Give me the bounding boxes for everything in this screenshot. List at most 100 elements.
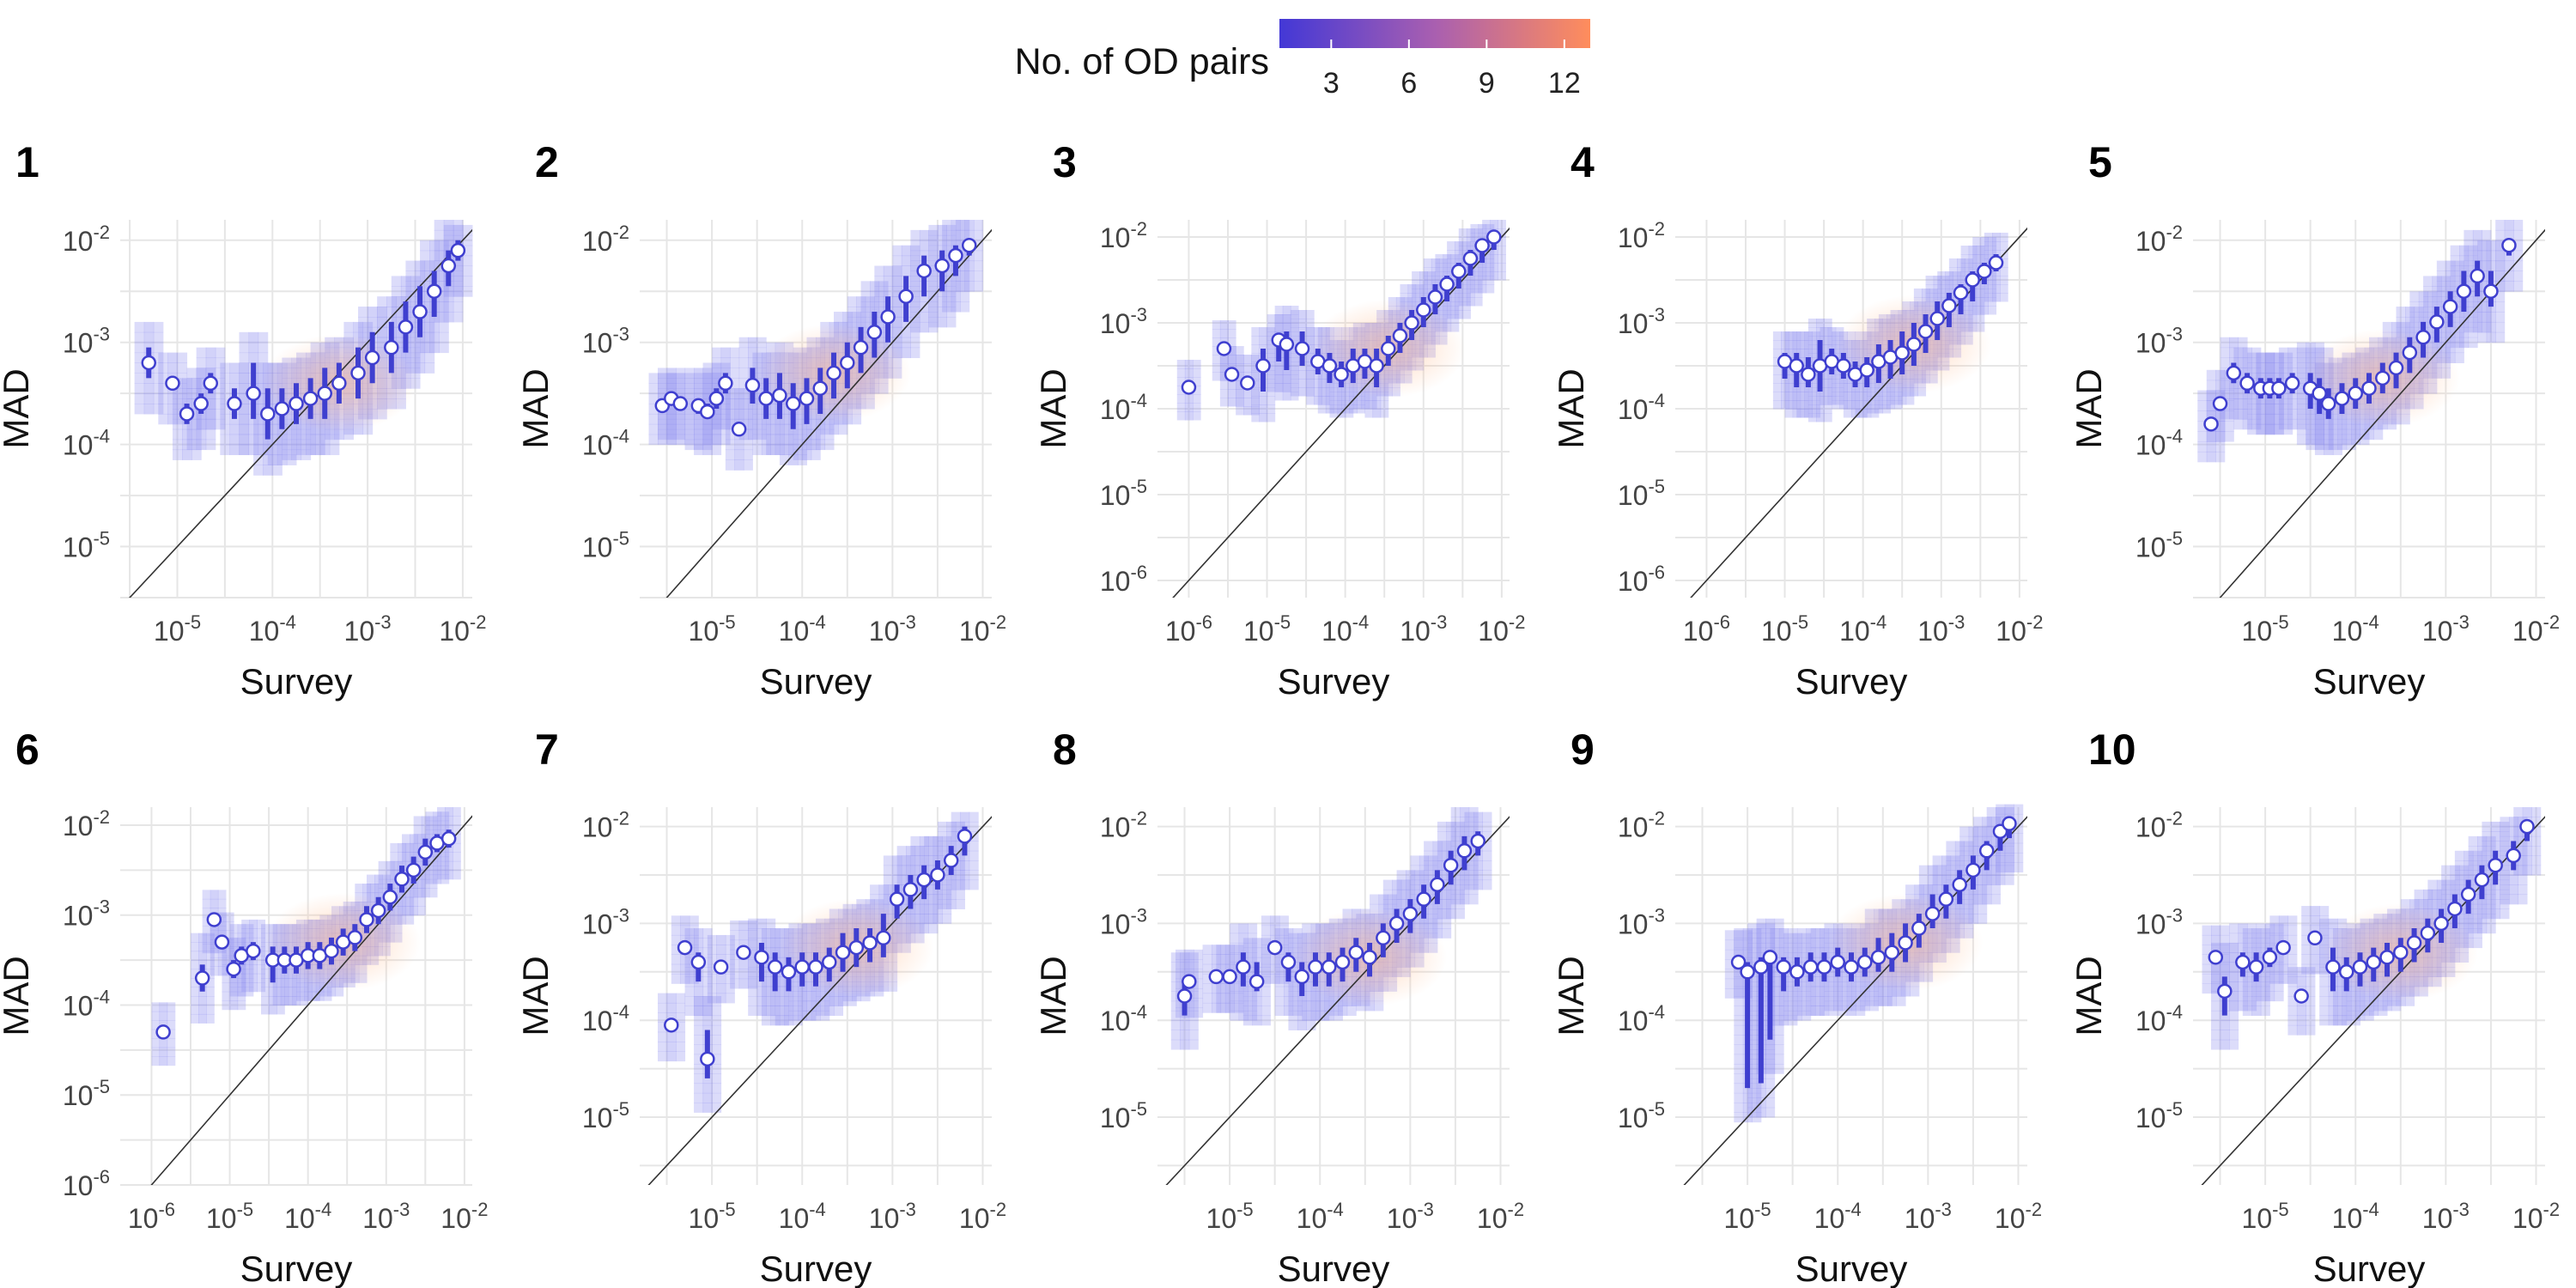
density-cell — [676, 378, 686, 389]
density-cell — [1170, 1039, 1181, 1050]
density-cell — [797, 444, 807, 456]
density-cell — [296, 444, 307, 456]
density-cell — [1968, 306, 1978, 315]
median-point — [916, 263, 932, 279]
density-cell — [462, 255, 473, 267]
density-cell — [2306, 434, 2316, 446]
density-cell — [1447, 267, 1455, 276]
density-cell — [1282, 383, 1291, 392]
density-cell — [951, 841, 961, 852]
density-cell — [1455, 293, 1463, 302]
density-cell — [1251, 379, 1260, 388]
density-cell — [1455, 301, 1463, 311]
density-cell — [1827, 396, 1837, 405]
density-cell — [838, 423, 848, 435]
density-cell — [1170, 1030, 1181, 1041]
density-cell — [847, 296, 857, 307]
density-cell — [716, 993, 726, 1004]
density-cell — [202, 898, 211, 908]
median-point — [1977, 264, 1992, 279]
density-cell — [684, 398, 695, 410]
density-cell — [2495, 220, 2506, 231]
density-cell — [1317, 387, 1327, 397]
density-cell — [694, 976, 704, 987]
density-cell — [712, 409, 722, 420]
density-cell — [1282, 392, 1291, 401]
density-cell — [368, 316, 378, 328]
density-cell — [1470, 233, 1479, 242]
density-cell — [1435, 271, 1444, 281]
density-cell — [1176, 394, 1186, 404]
density-cell — [229, 987, 239, 997]
median-point — [876, 930, 891, 946]
density-cell — [960, 281, 970, 292]
density-cell — [2482, 321, 2492, 333]
median-point — [227, 396, 242, 411]
median-point — [364, 349, 380, 366]
density-cell — [304, 982, 313, 993]
density-cell — [793, 418, 803, 430]
density-cell — [2450, 286, 2460, 297]
density-cell — [928, 234, 939, 246]
density-cell — [725, 409, 735, 420]
identity-line — [647, 816, 992, 1185]
density-cell — [439, 342, 449, 354]
density-cell — [770, 444, 781, 456]
median-point — [1439, 276, 1455, 292]
median-point — [165, 375, 180, 392]
density-cell — [1804, 392, 1813, 401]
density-cell — [2206, 390, 2216, 401]
density-cell — [1478, 233, 1487, 242]
density-cell — [2220, 368, 2230, 379]
density-cell — [1170, 971, 1181, 982]
density-cell — [1243, 363, 1252, 373]
density-cell — [172, 449, 183, 460]
density-cell — [217, 912, 227, 922]
density-cell — [1267, 413, 1276, 422]
density-cell — [292, 996, 301, 1005]
density-cell — [217, 948, 227, 958]
density-cell — [1988, 246, 1997, 255]
density-cell — [770, 938, 781, 949]
density-cell — [2513, 260, 2524, 271]
density-cell — [2482, 240, 2492, 252]
density-cell — [1784, 383, 1794, 392]
density-cell — [1832, 400, 1840, 410]
density-cell — [226, 921, 234, 932]
density-cell — [761, 967, 771, 977]
density-cell — [2296, 423, 2306, 435]
density-cell — [158, 393, 168, 404]
density-cell — [707, 934, 717, 945]
density-cell — [276, 454, 288, 465]
median-point — [1474, 238, 1490, 253]
density-cell — [1306, 327, 1315, 337]
density-cell — [182, 378, 192, 389]
density-cell — [413, 878, 422, 889]
density-cell — [928, 923, 939, 934]
density-cell — [860, 291, 871, 302]
density-cell — [248, 423, 259, 435]
density-cell — [453, 852, 461, 862]
x-tick-label: 10-6 — [1165, 611, 1212, 647]
density-cell — [1870, 383, 1880, 392]
density-cell — [955, 229, 965, 241]
density-cell — [210, 948, 219, 958]
density-cell — [1816, 387, 1825, 397]
density-cell — [910, 903, 920, 914]
density-cell — [1490, 220, 1498, 229]
density-cell — [2495, 240, 2506, 252]
density-cell — [229, 978, 239, 988]
density-cell — [928, 250, 939, 262]
density-cell — [405, 312, 416, 323]
density-cell — [2468, 296, 2478, 307]
density-cell — [951, 821, 961, 832]
median-point — [772, 387, 787, 404]
density-cell — [226, 912, 234, 922]
density-cell — [1812, 392, 1821, 401]
density-cell — [428, 888, 438, 898]
density-cell — [1466, 280, 1475, 289]
density-cell — [955, 240, 965, 252]
density-cell — [797, 981, 807, 992]
density-cell — [1498, 220, 1506, 229]
density-cell — [1228, 389, 1236, 398]
